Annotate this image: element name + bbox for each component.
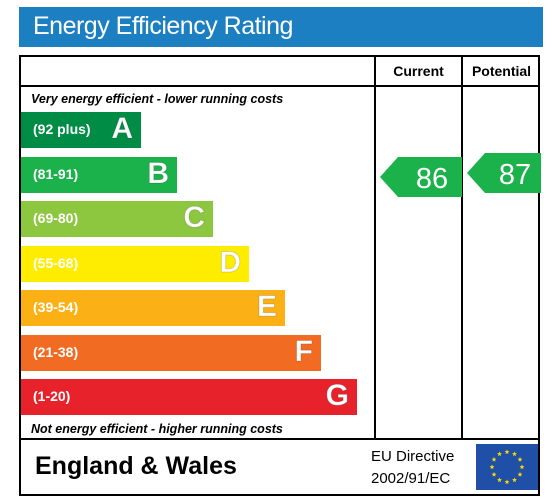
band-letter: E [256, 290, 277, 324]
current-rating-shape [380, 157, 462, 197]
star-icon [491, 471, 497, 477]
caption-bottom: Not energy efficient - higher running co… [31, 422, 283, 436]
rating-band-c: (69-80) C [21, 201, 213, 237]
current-rating-value: 86 [416, 163, 448, 195]
star-icon [512, 451, 517, 457]
directive-line-1: EU Directive [371, 448, 455, 465]
region-label: England & Wales [35, 452, 237, 480]
band-range-label: (69-80) [33, 210, 79, 226]
star-icon [512, 477, 517, 483]
potential-rating-shape [467, 153, 541, 193]
rating-band-b: (81-91) B [21, 156, 177, 193]
star-icon [504, 449, 510, 455]
band-range-label: (1-20) [33, 388, 71, 404]
directive-line-2: 2002/91/EC [371, 470, 451, 487]
eu-flag-icon [476, 444, 538, 490]
band-range-label: (39-54) [33, 299, 79, 315]
current-rating-arrow: 86 [380, 157, 462, 197]
rating-table: Current Potential Very energy efficient … [19, 55, 541, 440]
potential-rating-value: 87 [499, 159, 531, 191]
band-range-label: (92 plus) [33, 121, 91, 137]
star-icon [497, 451, 502, 457]
column-divider-potential [461, 57, 463, 438]
rating-band-e: (39-54) E [21, 290, 285, 326]
rating-band-a: (92 plus) A [21, 112, 141, 148]
star-icon [519, 464, 525, 470]
column-divider-current [374, 57, 376, 438]
rating-band-d: (55-68) D [21, 245, 249, 282]
caption-top: Very energy efficient - lower running co… [31, 92, 284, 106]
column-header-current: Current [393, 63, 444, 79]
potential-rating-arrow: 87 [467, 153, 541, 193]
eu-directive: EU Directive 2002/91/EC [371, 446, 454, 490]
star-icon [517, 456, 523, 462]
rating-band-g: (1-20) G [21, 379, 357, 415]
band-range-label: (55-68) [33, 254, 79, 271]
band-range-label: (81-91) [33, 165, 79, 182]
star-icon [491, 456, 497, 462]
page-title: Energy Efficiency Rating [33, 12, 293, 40]
star-icon [517, 471, 523, 477]
band-letter: B [147, 156, 170, 190]
band-letter: G [325, 379, 349, 413]
title-bar: Energy Efficiency Rating [19, 7, 543, 47]
band-letter: F [294, 334, 313, 368]
footer: England & Wales EU Directive 2002/91/EC [19, 440, 540, 496]
star-icon [504, 479, 510, 485]
band-range-label: (21-38) [33, 343, 79, 360]
rating-band-f: (21-38) F [21, 334, 321, 371]
star-icon [497, 477, 502, 483]
header-divider [21, 85, 538, 87]
column-header-potential: Potential [471, 63, 532, 79]
star-icon [489, 464, 495, 470]
band-letter: C [183, 201, 206, 235]
band-letter: A [111, 112, 134, 146]
band-letter: D [219, 245, 242, 279]
